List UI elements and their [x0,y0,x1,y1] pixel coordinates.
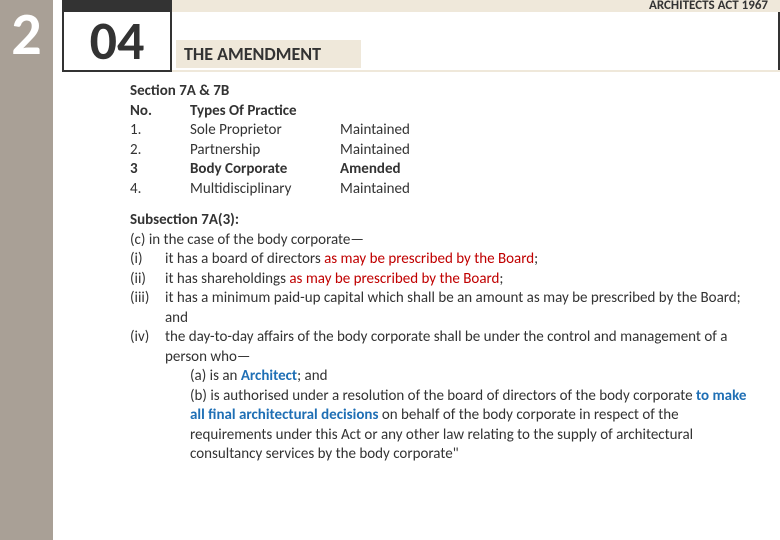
clause-text: it has shareholdings as may be prescribe… [165,270,760,290]
clause-text: it has a minimum paid-up capital which s… [165,289,760,328]
clause-label: (i) [130,250,165,270]
content-body: Section 7A & 7B No. Types Of Practice 1.… [130,82,760,465]
clause-iv-b: (b) is authorised under a resolution of … [130,387,760,465]
text-pre: it has a board of directors [165,250,324,268]
clause-label: (ii) [130,270,165,290]
table-row: 3 Body Corporate Amended [130,160,450,180]
td-no: 4. [130,180,190,200]
practice-table: No. Types Of Practice 1. Sole Proprietor… [130,102,450,200]
clause-iii: (iii) it has a minimum paid-up capital w… [130,289,760,328]
subsection-head: Subsection 7A(3): [130,211,760,231]
text-post: ; [499,270,503,288]
td-no: 3 [130,160,190,180]
clause-ii: (ii) it has shareholdings as may be pres… [130,270,760,290]
td-type: Sole Proprietor [190,121,340,141]
iv-lead: the day-to-day affairs of the body corpo… [165,328,727,366]
td-no: 2. [130,141,190,161]
th-type: Types Of Practice [190,102,340,122]
td-type: Multidisciplinary [190,180,340,200]
clause-text: the day-to-day affairs of the body corpo… [165,328,760,367]
left-number: 2 [0,0,53,70]
clause-label: (iv) [130,328,165,367]
clause-c: (c) in the case of the body corporate— [130,231,760,251]
clause-text: it has a board of directors as may be pr… [165,250,760,270]
header-right-title: ARCHITECTS ACT 1967 [649,0,768,12]
text-pre: (a) is an [190,367,241,385]
text-pre: (b) is authorised under a resolution of … [190,387,696,405]
clause-iv: (iv) the day-to-day affairs of the body … [130,328,760,367]
text-blue: Architect [241,367,297,385]
th-status [340,102,450,122]
td-status: Maintained [340,180,450,200]
td-type: Body Corporate [190,160,340,180]
clause-label: (iii) [130,289,165,328]
text-post: ; [534,250,538,268]
text-pre: it has shareholdings [165,270,289,288]
table-header-row: No. Types Of Practice [130,102,450,122]
text-post: ; and [297,367,327,385]
box-number: 04 [62,12,172,70]
box-04: 04 [62,0,172,72]
left-stripe [0,0,53,540]
table-row: 2. Partnership Maintained [130,141,450,161]
td-status: Maintained [340,141,450,161]
text-red: as may be prescribed by the Board [289,270,499,288]
td-no: 1. [130,121,190,141]
section-head: Section 7A & 7B [130,82,760,102]
clause-iv-a: (a) is an Architect; and [130,367,760,387]
td-status: Maintained [340,121,450,141]
subsection-block: Subsection 7A(3): (c) in the case of the… [130,211,760,465]
td-type: Partnership [190,141,340,161]
table-row: 1. Sole Proprietor Maintained [130,121,450,141]
td-status: Amended [340,160,450,180]
amendment-title: THE AMENDMENT [176,40,361,68]
th-no: No. [130,102,190,122]
text-red: as may be prescribed by the Board [324,250,534,268]
clause-i: (i) it has a board of directors as may b… [130,250,760,270]
table-row: 4. Multidisciplinary Maintained [130,180,450,200]
